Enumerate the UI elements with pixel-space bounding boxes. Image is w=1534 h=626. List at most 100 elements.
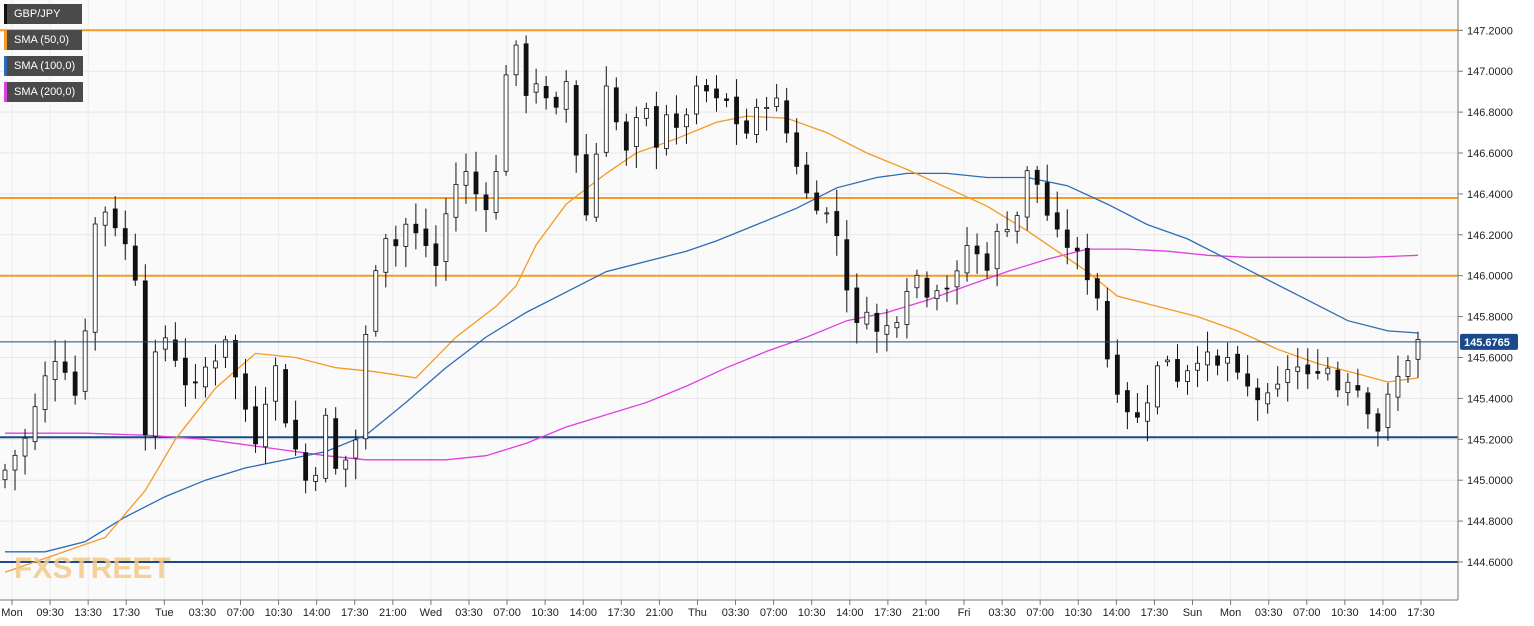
candle-body [1335,369,1341,391]
candle-body [293,419,299,450]
candles [2,35,1421,494]
candle-body [1124,390,1130,413]
candle-body [533,83,539,93]
candle-body [1395,375,1401,398]
candle-body [984,253,990,271]
candle-body [1295,366,1301,372]
x-tick-label: 21:00 [379,607,407,619]
legend-swatch [4,4,7,24]
candle-body [323,414,329,479]
candle-body [924,277,930,298]
candle-body [253,406,258,445]
x-tick-label: Tue [155,607,174,619]
candle-body [764,106,770,109]
candle-body [1305,364,1311,375]
x-tick-label: 07:00 [1293,607,1321,619]
candle-body [1014,215,1020,232]
legend-item-symbol[interactable]: GBP/JPY [4,4,82,24]
candle-body [1004,229,1010,233]
candle-body [1245,373,1251,387]
candle-body [734,96,739,125]
x-tick-label: 17:30 [1407,607,1435,619]
sma-50-line [4,115,1419,573]
last-price-label: 145.6765 [1464,337,1510,349]
candle-body [22,437,28,457]
candle-body [603,85,609,153]
candle-body [82,330,88,392]
legend-item-sma50[interactable]: SMA (50,0) [4,30,82,50]
x-tick-label: 03:30 [722,607,750,619]
candle-body [553,96,559,108]
legend-label: SMA (50,0) [14,34,70,46]
x-tick-label: 17:30 [112,607,140,619]
x-tick-label: Mon [1220,607,1241,619]
candle-body [1064,229,1070,248]
y-tick-label: 147.2000 [1467,25,1513,37]
candle-body [1084,247,1090,281]
x-tick-label: Thu [688,607,707,619]
candle-body [142,280,148,436]
candle-body [132,245,138,281]
candle-body [724,98,729,101]
candle-body [182,357,188,386]
y-tick-label: 145.4000 [1467,393,1513,405]
candle-body [904,290,910,325]
x-tick-label: 14:00 [836,607,864,619]
x-tick-label: 10:30 [531,607,559,619]
x-tick-label: 10:30 [1331,607,1359,619]
candle-body [964,245,970,274]
candle-body [814,192,820,211]
candle-body [874,312,880,332]
legend: GBP/JPY SMA (50,0) SMA (100,0) SMA (200,… [4,4,84,108]
legend-swatch [4,56,7,76]
x-tick-label: 17:30 [1141,607,1169,619]
x-tick-label: 10:30 [798,607,826,619]
candle-body [844,239,850,291]
x-tick-label: 17:30 [874,607,902,619]
legend-item-sma100[interactable]: SMA (100,0) [4,56,84,76]
candle-body [213,360,218,369]
candle-body [653,106,659,148]
candle-body [754,106,759,135]
x-tick-label: 21:00 [646,607,674,619]
candle-body [1175,359,1180,382]
candle-body [864,311,870,325]
last-price-line: 145.6765 [0,333,1518,350]
y-tick-label: 146.0000 [1467,271,1513,283]
candle-body [1405,360,1411,377]
candle-body [353,439,359,459]
candle-body [1054,212,1060,230]
candle-body [543,86,549,99]
candle-body [333,418,339,469]
watermark-logo: FXSTREET [14,552,171,585]
x-tick-label: 07:00 [493,607,521,619]
candle-body [1415,339,1421,360]
y-tick-label: 146.2000 [1467,230,1513,242]
candle-body [2,469,8,481]
candle-body [1385,393,1391,428]
candle-body [1034,169,1040,185]
candle-body [1325,367,1331,375]
candle-body [834,211,840,237]
candle-body [523,43,529,96]
x-tick-label: Sun [1183,607,1203,619]
candle-body [273,365,278,402]
candle-body [62,361,68,373]
candle-body [1225,357,1230,364]
candle-body [674,113,679,128]
legend-swatch [4,82,7,102]
x-tick-label: 07:00 [1026,607,1054,619]
candle-body [1215,355,1220,366]
candle-body [954,270,960,288]
x-tick-label: 14:00 [569,607,597,619]
candle-body [1155,365,1160,408]
y-tick-label: 145.0000 [1467,475,1513,487]
x-tick-label: 10:30 [265,607,293,619]
candle-body [1145,402,1150,422]
legend-item-sma200[interactable]: SMA (200,0) [4,82,84,102]
plot-area [0,0,1458,600]
x-tick-label: 03:30 [988,607,1016,619]
candle-body [684,114,689,128]
candle-body [704,85,709,92]
